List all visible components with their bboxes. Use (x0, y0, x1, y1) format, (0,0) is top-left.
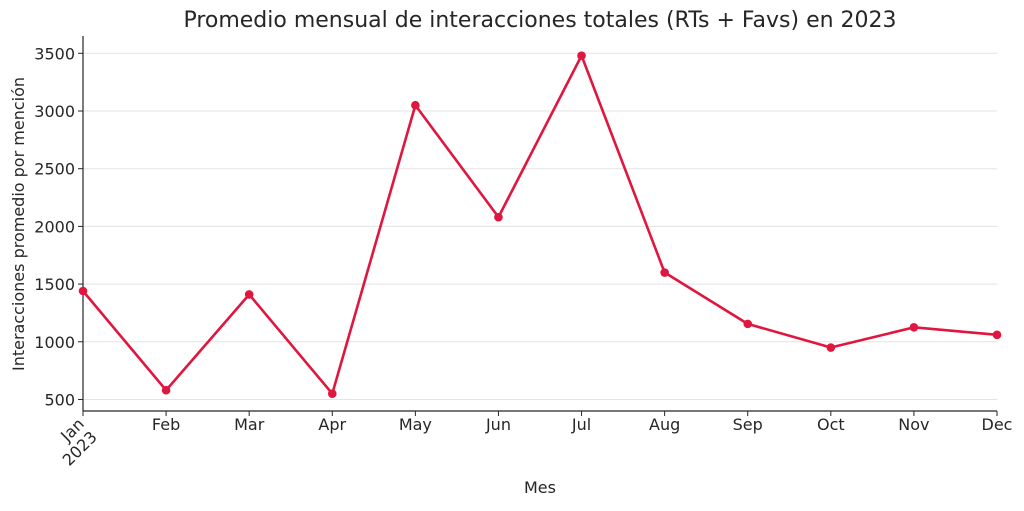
axes (82, 36, 997, 412)
data-point (992, 330, 1002, 340)
data-point (411, 100, 420, 110)
x-tick-label: May (399, 415, 432, 434)
data-point (78, 286, 88, 296)
series-line (82, 54, 998, 395)
chart-title: Promedio mensual de interacciones totale… (183, 8, 896, 33)
data-point (577, 51, 586, 60)
x-tick-label: Jan2023 (46, 414, 101, 469)
x-tick-label: Apr (318, 415, 346, 434)
data-point (494, 212, 503, 222)
y-ticks: 500 1000 1500 2000 2500 3000 3500 (34, 44, 83, 409)
y-tick-label: 500 (44, 390, 75, 409)
x-tick-label: Jun (485, 415, 511, 434)
data-point (327, 389, 337, 398)
data-point (826, 343, 836, 352)
data-point (161, 385, 171, 395)
x-tick-label: Feb (152, 415, 180, 434)
y-tick-label: 1000 (34, 333, 75, 352)
x-tick-label: Dec (982, 415, 1013, 434)
x-tick-label: Oct (817, 415, 845, 434)
x-tick-label: Aug (649, 415, 680, 434)
x-axis-label: Mes (524, 478, 556, 497)
x-tick-label: Jul (571, 415, 591, 434)
data-point (660, 268, 669, 277)
x-ticks: Jan2023 Feb Mar Apr May Jun Jul Aug Sep Oct Nov Dec (46, 411, 1013, 470)
x-tick-label: Sep (733, 415, 763, 434)
x-tick-label: Nov (898, 415, 929, 434)
data-point (743, 319, 753, 329)
y-tick-label: 3000 (34, 102, 75, 121)
series (78, 51, 1002, 398)
gridlines (83, 52, 997, 400)
x-tick-label: Mar (234, 415, 265, 434)
y-axis-label: Interacciones promedio por mención (9, 77, 28, 371)
y-tick-label: 2500 (34, 160, 75, 179)
data-point (909, 323, 919, 332)
y-tick-label: 2000 (34, 217, 75, 236)
data-point (244, 290, 254, 299)
y-tick-label: 3500 (34, 44, 75, 63)
y-tick-label: 1500 (34, 275, 75, 294)
